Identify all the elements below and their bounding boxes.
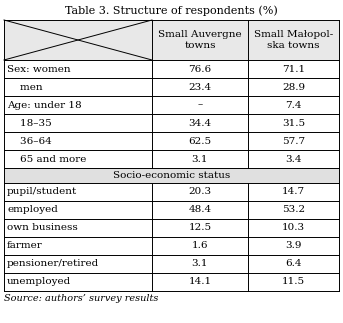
Text: 7.4: 7.4	[285, 100, 302, 109]
Text: men: men	[7, 82, 43, 91]
Bar	[4, 168, 339, 183]
Bar	[4, 273, 339, 291]
Text: employed: employed	[7, 205, 58, 214]
Text: –: –	[197, 100, 203, 109]
Text: 11.5: 11.5	[282, 277, 305, 287]
Bar	[4, 132, 339, 150]
Text: 3.9: 3.9	[285, 242, 302, 251]
Text: 1.6: 1.6	[192, 242, 208, 251]
Text: 14.1: 14.1	[188, 277, 212, 287]
Bar	[4, 78, 339, 96]
Text: 62.5: 62.5	[188, 137, 212, 145]
Text: Small Auvergne
towns: Small Auvergne towns	[158, 30, 242, 50]
Text: 76.6: 76.6	[188, 65, 212, 74]
Text: Table 3. Structure of respondents (%): Table 3. Structure of respondents (%)	[65, 6, 278, 16]
Text: 3.1: 3.1	[192, 154, 208, 163]
Text: pensioner/retired: pensioner/retired	[7, 259, 99, 268]
Text: 10.3: 10.3	[282, 224, 305, 233]
Bar	[4, 114, 339, 132]
Text: pupil/student: pupil/student	[7, 187, 77, 196]
Text: 34.4: 34.4	[188, 119, 212, 128]
Bar	[4, 237, 339, 255]
Text: 12.5: 12.5	[188, 224, 212, 233]
Bar	[4, 201, 339, 219]
Text: 53.2: 53.2	[282, 205, 305, 214]
Bar	[4, 255, 339, 273]
Text: 36–64: 36–64	[7, 137, 52, 145]
Text: 71.1: 71.1	[282, 65, 305, 74]
Bar	[4, 96, 339, 114]
Bar	[4, 150, 339, 168]
Bar	[4, 20, 339, 60]
Text: Age: under 18: Age: under 18	[7, 100, 82, 109]
Text: 3.4: 3.4	[285, 154, 302, 163]
Text: 57.7: 57.7	[282, 137, 305, 145]
Bar	[4, 60, 339, 78]
Text: farmer: farmer	[7, 242, 43, 251]
Text: 18–35: 18–35	[7, 119, 52, 128]
Text: 65 and more: 65 and more	[7, 154, 86, 163]
Text: unemployed: unemployed	[7, 277, 71, 287]
Text: 31.5: 31.5	[282, 119, 305, 128]
Text: Source: authors’ survey results: Source: authors’ survey results	[4, 294, 158, 303]
Text: Socio-economic status: Socio-economic status	[113, 171, 230, 180]
Text: Sex: women: Sex: women	[7, 65, 71, 74]
Text: 28.9: 28.9	[282, 82, 305, 91]
Text: 48.4: 48.4	[188, 205, 212, 214]
Text: 14.7: 14.7	[282, 187, 305, 196]
Text: 20.3: 20.3	[188, 187, 212, 196]
Bar	[4, 219, 339, 237]
Text: Small Małopol-
ska towns: Small Małopol- ska towns	[254, 30, 333, 50]
Text: 3.1: 3.1	[192, 259, 208, 268]
Text: own business: own business	[7, 224, 78, 233]
Text: 23.4: 23.4	[188, 82, 212, 91]
Text: 6.4: 6.4	[285, 259, 302, 268]
Bar	[4, 183, 339, 201]
